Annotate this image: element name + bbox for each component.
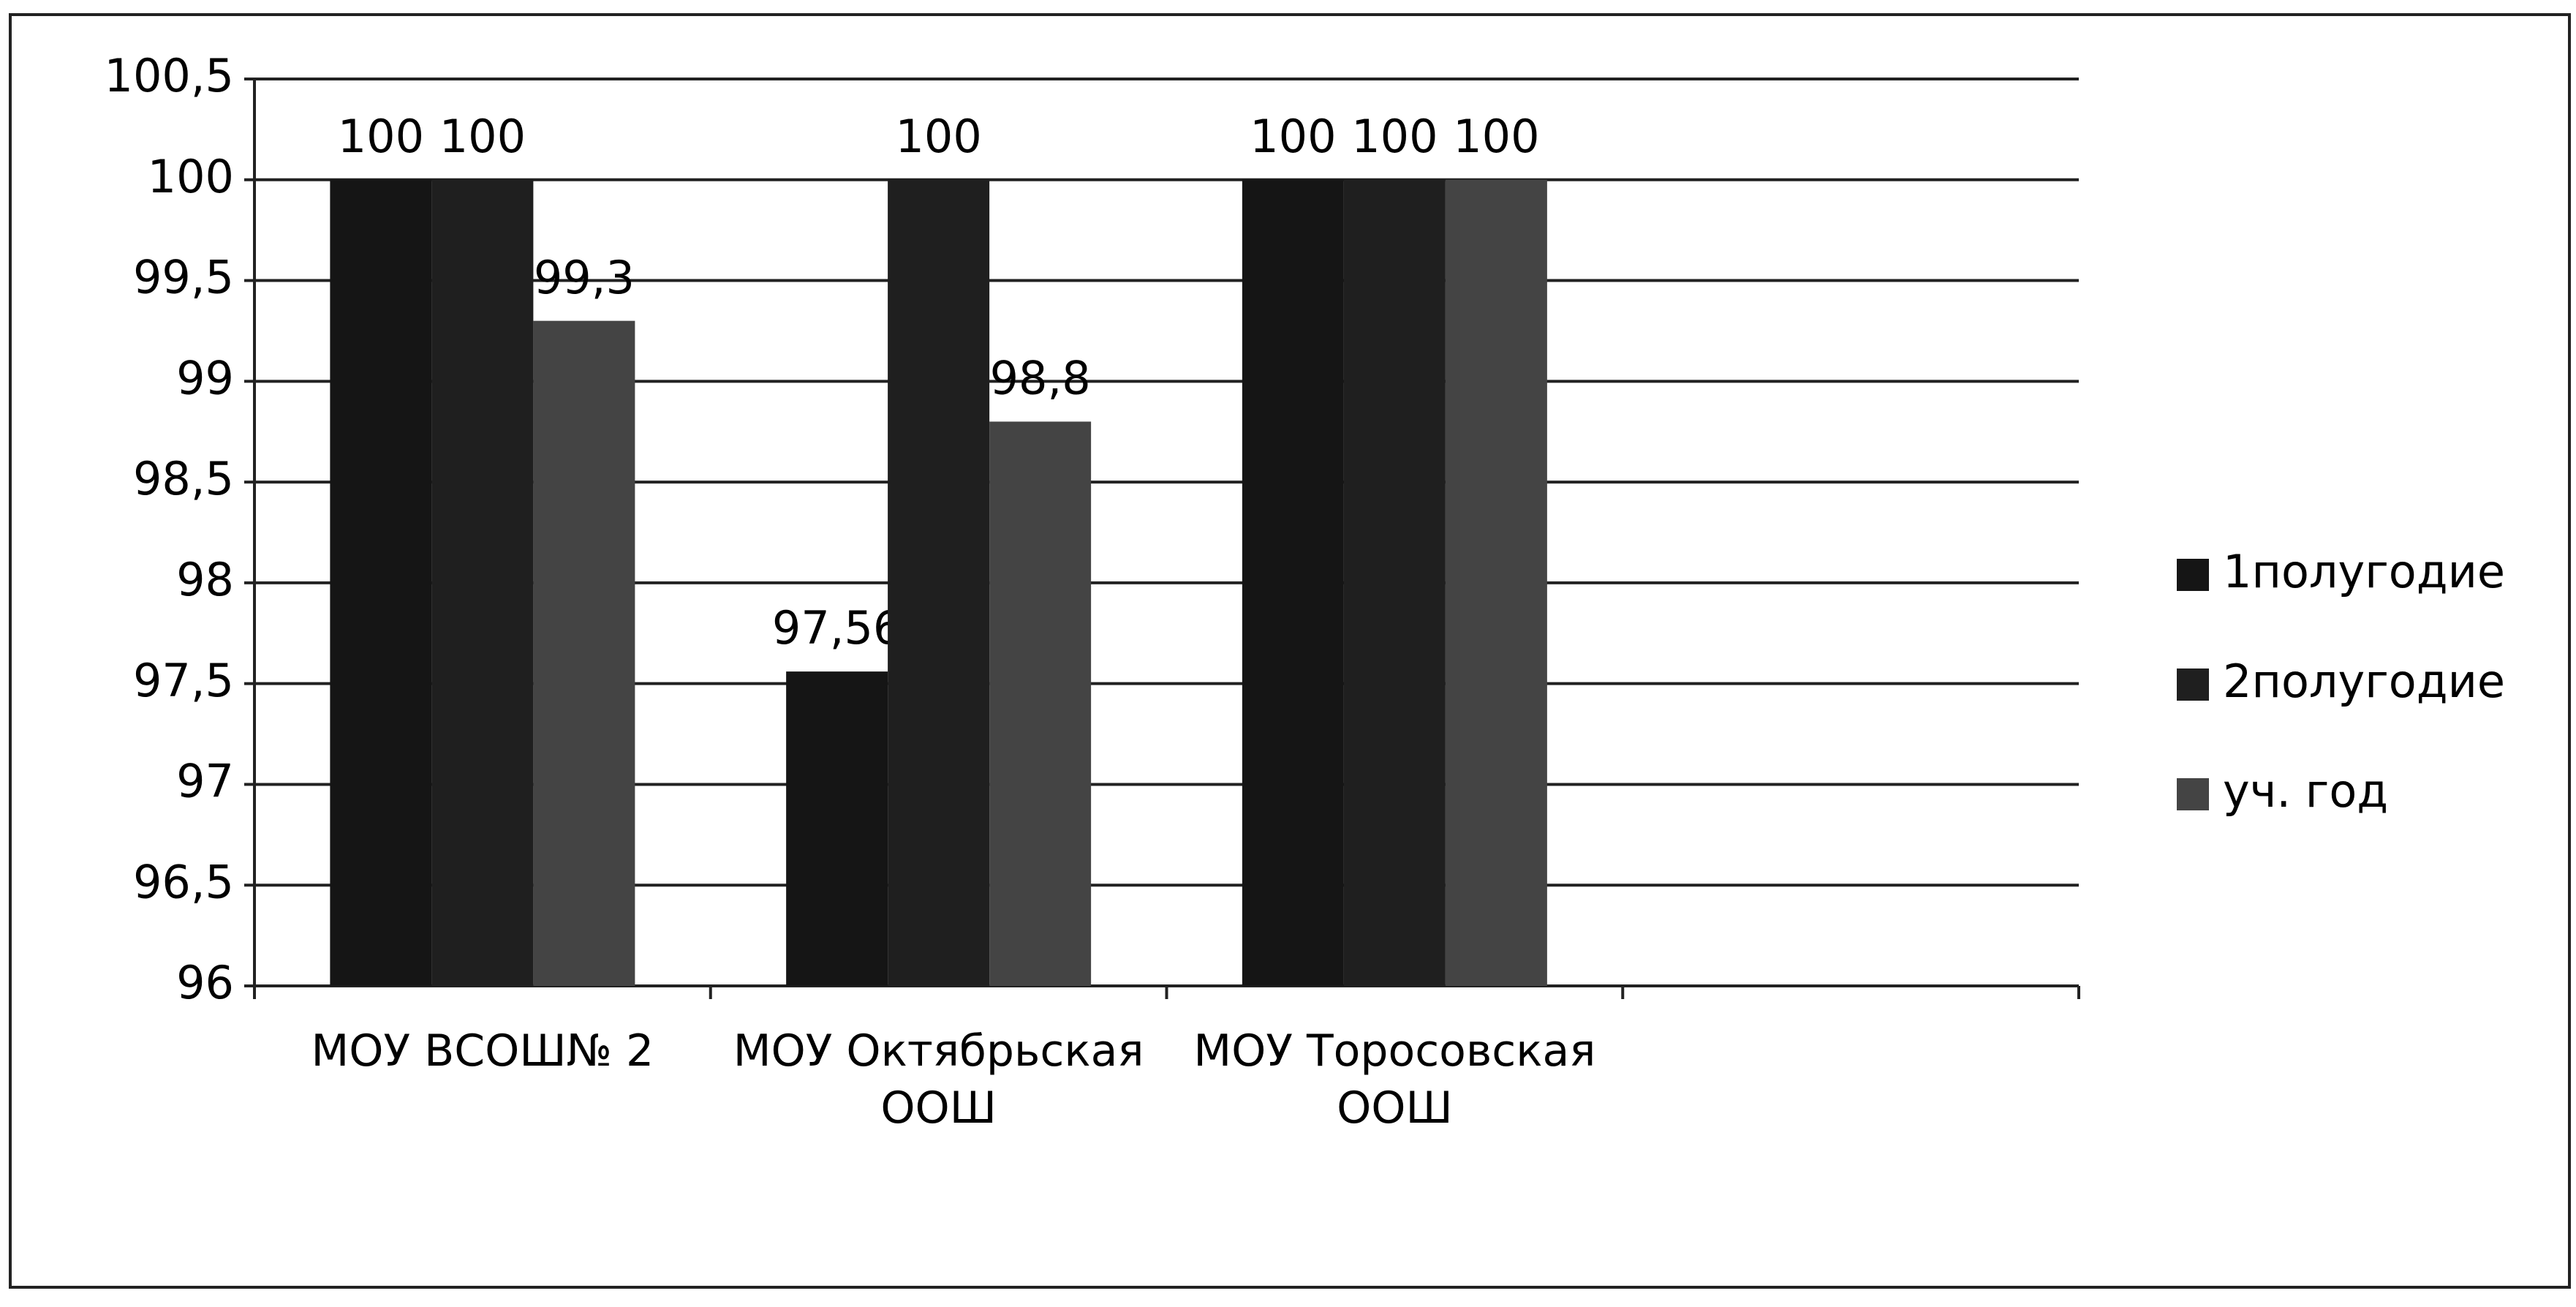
data-label: 100 bbox=[439, 110, 526, 163]
x-tick-label: МОУ Торосовская ООШ bbox=[1193, 1025, 1596, 1134]
bar bbox=[786, 671, 888, 986]
bar bbox=[1343, 179, 1446, 986]
y-tick-label: 100,5 bbox=[105, 49, 235, 102]
bar bbox=[1242, 179, 1344, 986]
legend-label: уч. год bbox=[2223, 764, 2388, 818]
bar bbox=[330, 179, 432, 986]
data-label: 97,56 bbox=[772, 601, 902, 655]
data-label: 100 bbox=[895, 110, 981, 163]
y-tick-label: 98,5 bbox=[133, 452, 234, 505]
x-tick-label: МОУ Октябрьская ООШ bbox=[733, 1025, 1144, 1134]
y-tick-label: 97,5 bbox=[133, 654, 234, 707]
legend-swatch bbox=[2177, 559, 2209, 591]
legend-swatch bbox=[2177, 778, 2209, 810]
bar bbox=[1445, 179, 1547, 986]
data-label: 99,3 bbox=[534, 251, 635, 304]
y-tick-label: 96,5 bbox=[133, 855, 234, 908]
data-label: 100 bbox=[338, 110, 424, 163]
y-tick-label: 99 bbox=[176, 351, 234, 404]
bar bbox=[989, 421, 1092, 986]
y-tick-label: 98 bbox=[176, 553, 234, 606]
data-label: 100 bbox=[1351, 110, 1438, 163]
y-tick-label: 96 bbox=[176, 956, 234, 1009]
x-tick-label: МОУ ВСОШ№ 2 bbox=[311, 1025, 654, 1077]
legend-label: 1полугодие bbox=[2223, 545, 2505, 598]
x-label-box: МОУ Октябрьская ООШ bbox=[733, 1025, 1144, 1134]
y-tick-label: 99,5 bbox=[133, 251, 234, 304]
x-label-box: МОУ ВСОШ№ 2 bbox=[311, 1025, 654, 1077]
bar bbox=[431, 179, 534, 986]
y-tick-label: 97 bbox=[176, 755, 234, 808]
legend-swatch bbox=[2177, 668, 2209, 701]
bar bbox=[888, 179, 990, 986]
data-label: 98,8 bbox=[990, 352, 1091, 405]
data-label: 100 bbox=[1250, 110, 1336, 163]
data-label: 100 bbox=[1453, 110, 1539, 163]
y-tick-label: 100 bbox=[148, 150, 234, 203]
bar bbox=[533, 320, 635, 987]
legend-label: 2полугодие bbox=[2223, 655, 2505, 708]
x-label-box: МОУ Торосовская ООШ bbox=[1193, 1025, 1596, 1134]
